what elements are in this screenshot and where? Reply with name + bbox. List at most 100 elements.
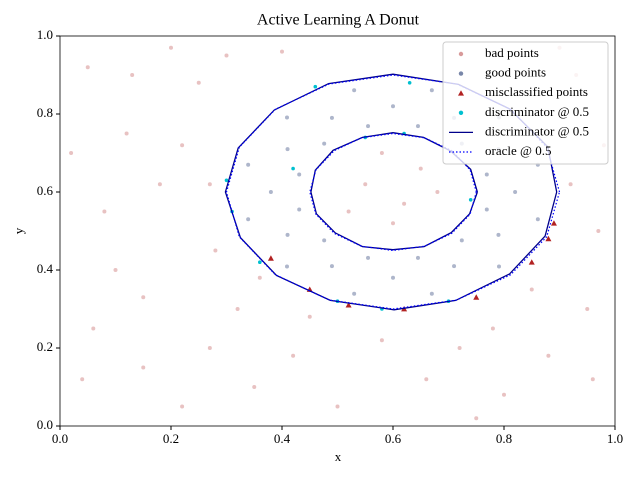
x-tick-label: 0.0 [52, 431, 68, 446]
y-tick-label: 1.0 [37, 27, 53, 42]
point [568, 182, 573, 187]
point [379, 338, 384, 343]
point [435, 190, 440, 194]
point [91, 326, 96, 331]
point [502, 392, 506, 397]
point [402, 201, 407, 206]
legend-label: good points [485, 65, 546, 80]
y-tick-label: 0.0 [37, 417, 53, 432]
point [124, 131, 129, 136]
point [180, 404, 185, 409]
legend-label: bad points [485, 45, 539, 60]
legend-label: discriminator @ 0.5 [485, 123, 589, 138]
point [585, 307, 590, 311]
point [366, 255, 371, 260]
dotted-line-series [225, 74, 561, 310]
point [535, 217, 540, 222]
y-tick-label: 0.4 [37, 261, 54, 276]
x-tick-label: 1.0 [607, 431, 623, 446]
point [415, 255, 420, 260]
point [102, 209, 107, 214]
point [429, 88, 434, 93]
point [291, 166, 295, 171]
point [529, 287, 534, 292]
legend-label: discriminator @ 0.5 [485, 104, 589, 119]
chart-title: Active Learning A Donut [257, 12, 420, 29]
legend-label: misclassified points [485, 84, 588, 99]
point [335, 404, 340, 409]
point [352, 291, 357, 296]
point [280, 49, 284, 54]
point [307, 314, 312, 319]
point [329, 264, 334, 269]
point [363, 182, 368, 187]
point [246, 162, 251, 167]
misclassified-point [528, 259, 535, 265]
legend-label: oracle @ 0.5 [485, 143, 551, 158]
misclassified-point [345, 302, 352, 308]
point [546, 353, 551, 358]
legend-marker [458, 110, 464, 116]
point [252, 385, 257, 389]
point [496, 232, 501, 237]
point [424, 377, 429, 382]
point [418, 166, 423, 171]
point [291, 353, 296, 358]
point [207, 182, 212, 187]
y-tick-label: 0.2 [37, 339, 53, 354]
point [207, 346, 212, 350]
point [391, 221, 395, 226]
point [85, 65, 90, 70]
x-tick-label: 0.2 [163, 431, 179, 446]
y-tick-label: 0.8 [37, 105, 53, 120]
point [346, 209, 351, 214]
point [297, 207, 302, 212]
point [596, 229, 601, 233]
point [497, 264, 502, 269]
point [169, 45, 173, 50]
point [452, 264, 457, 269]
legend-box [442, 41, 609, 165]
point [213, 248, 218, 253]
point [513, 190, 518, 194]
point [258, 260, 262, 265]
x-tick-label: 0.8 [496, 431, 512, 446]
legend-marker [458, 90, 464, 96]
point [352, 88, 357, 93]
point [329, 115, 334, 120]
point [313, 84, 318, 89]
x-tick-label: 0.4 [274, 431, 291, 446]
y-tick-label: 0.6 [37, 183, 54, 198]
point [297, 172, 302, 177]
point [379, 151, 384, 155]
point [157, 182, 162, 187]
x-axis-label: x [335, 449, 342, 464]
misclassified-point [267, 255, 274, 261]
point [484, 172, 489, 177]
x-tick-label: 0.6 [385, 431, 402, 446]
point [484, 207, 489, 212]
point [69, 151, 74, 155]
point [268, 190, 273, 194]
point [322, 141, 327, 146]
point [285, 232, 290, 237]
point [322, 238, 327, 243]
point [474, 416, 479, 421]
point [130, 73, 135, 77]
point [459, 238, 464, 243]
point [113, 268, 118, 272]
axes-frame [59, 35, 616, 427]
point [235, 307, 240, 311]
point [224, 53, 229, 58]
y-axis-label: y [11, 227, 26, 234]
point [224, 178, 229, 183]
legend: bad points good points misclassified point… [442, 41, 609, 165]
misclassified-point [550, 220, 557, 226]
point [257, 275, 262, 280]
point [80, 377, 85, 382]
point [366, 124, 371, 129]
misclassified-point [545, 235, 552, 242]
point [391, 104, 395, 109]
legend-marker [458, 71, 464, 76]
